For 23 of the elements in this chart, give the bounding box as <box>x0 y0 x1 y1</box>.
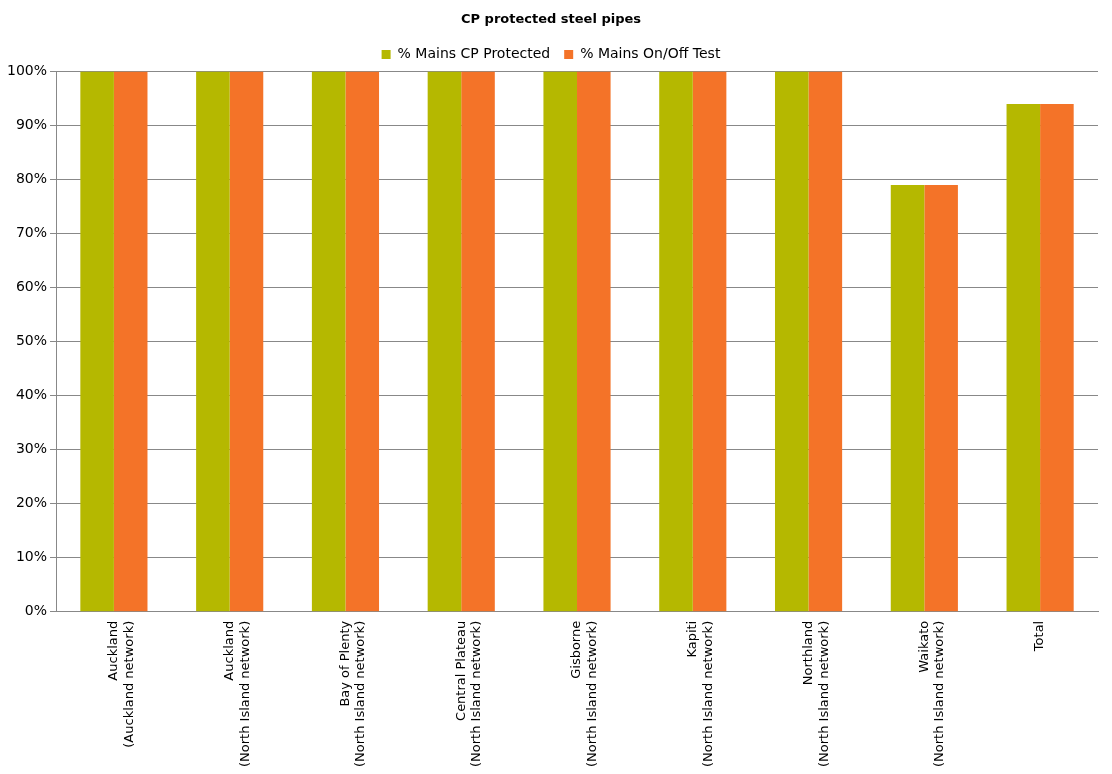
y-tick-label: 30% <box>15 440 48 457</box>
y-tick-label: 60% <box>15 278 48 295</box>
y-tick-label: 90% <box>15 116 48 133</box>
y-tick-label: 40% <box>15 386 48 403</box>
y-tick-label: 10% <box>15 548 48 565</box>
x-tick-label: Waikato (North Island network) <box>915 620 947 768</box>
x-tick-label: Northland (North Island network) <box>799 620 831 768</box>
x-tick-label: Central Plateau (North Island network) <box>452 620 484 768</box>
y-tick-label: 20% <box>15 494 48 511</box>
y-tick-label: 80% <box>15 170 48 187</box>
y-tick-label: 70% <box>15 224 48 241</box>
x-tick-label: Bay of Plenty (North Island network) <box>336 620 368 768</box>
chart-title: CP protected steel pipes <box>460 11 642 27</box>
legend-label: % Mains CP Protected <box>397 45 551 62</box>
x-tick-label: Kapiti (North Island network) <box>684 620 715 768</box>
x-tick-label: Auckland (Auckland network) <box>105 620 136 748</box>
x-tick-label: Total <box>1031 620 1047 653</box>
x-tick-label: Auckland (North Island network) <box>221 620 252 768</box>
legend-label: % Mains On/Off Test <box>580 45 721 62</box>
y-tick-label: 100% <box>6 62 48 79</box>
y-tick-label: 50% <box>15 332 48 349</box>
y-tick-label: 0% <box>24 602 48 619</box>
x-tick-label: Gisborne (North Island network) <box>568 620 599 768</box>
